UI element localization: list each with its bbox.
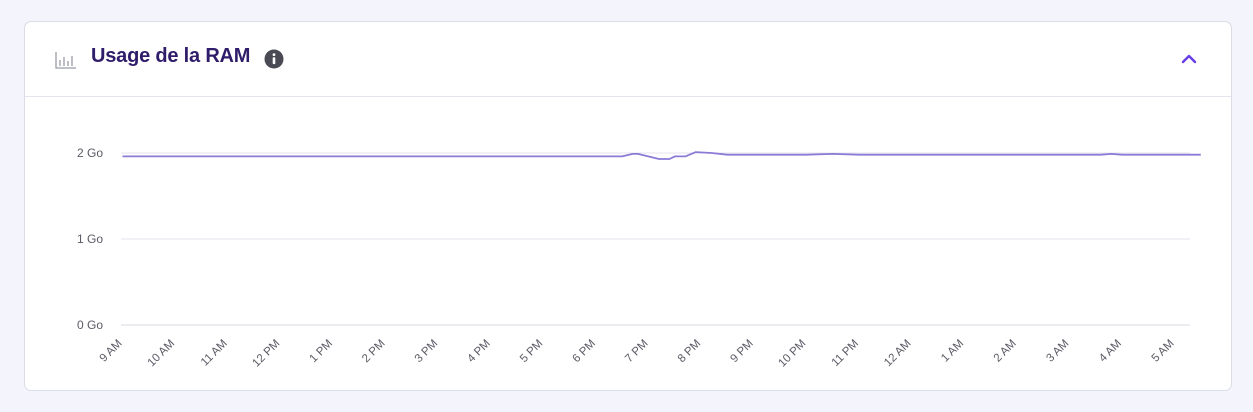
x-tick-label: 1 AM — [939, 338, 966, 365]
x-tick-label: 11 PM — [830, 338, 861, 369]
ram-line-chart: 0 Go 1 Go 2 Go 9 AM 10 AM 11 AM 12 PM 1 PM 2 PM 3… — [77, 146, 1201, 370]
ram-usage-card: Usage de la RAM 0 Go 1 Go 2 Go 9 AM 10 AM 11 … — [24, 21, 1232, 391]
info-icon[interactable] — [264, 49, 284, 69]
y-tick-label: 0 Go — [77, 318, 103, 332]
x-tick-label: 3 PM — [413, 338, 440, 365]
x-tick-label: 10 PM — [776, 338, 808, 370]
x-tick-label: 9 AM — [98, 338, 125, 365]
chevron-up-icon[interactable] — [1177, 47, 1201, 71]
x-tick-label: 4 PM — [465, 338, 492, 365]
x-tick-label: 2 PM — [360, 338, 387, 365]
x-tick-label: 9 PM — [728, 338, 755, 365]
x-tick-label: 7 PM — [623, 338, 650, 365]
card-header: Usage de la RAM — [25, 22, 1231, 97]
x-tick-label: 10 AM — [146, 338, 178, 370]
y-tick-label: 1 Go — [77, 232, 103, 246]
x-tick-label: 11 AM — [199, 338, 230, 369]
series-line-0 — [122, 151, 1201, 160]
x-tick-label: 8 PM — [676, 338, 703, 365]
x-tick-label: 6 PM — [571, 338, 598, 365]
x-tick-label: 5 AM — [1150, 338, 1177, 365]
x-tick-label: 3 AM — [1044, 338, 1071, 365]
card-title: Usage de la RAM — [91, 45, 251, 67]
bar-chart-icon — [55, 52, 76, 69]
y-tick-label: 2 Go — [77, 146, 103, 160]
x-tick-label: 5 PM — [518, 338, 545, 365]
x-tick-label: 2 AM — [992, 338, 1019, 365]
x-tick-label: 12 AM — [882, 338, 914, 370]
x-tick-label: 1 PM — [308, 338, 335, 365]
ram-chart: 0 Go 1 Go 2 Go 9 AM 10 AM 11 AM 12 PM 1 PM 2 PM 3… — [25, 97, 1231, 390]
x-tick-label: 12 PM — [250, 338, 282, 370]
x-tick-label: 4 AM — [1097, 338, 1124, 365]
